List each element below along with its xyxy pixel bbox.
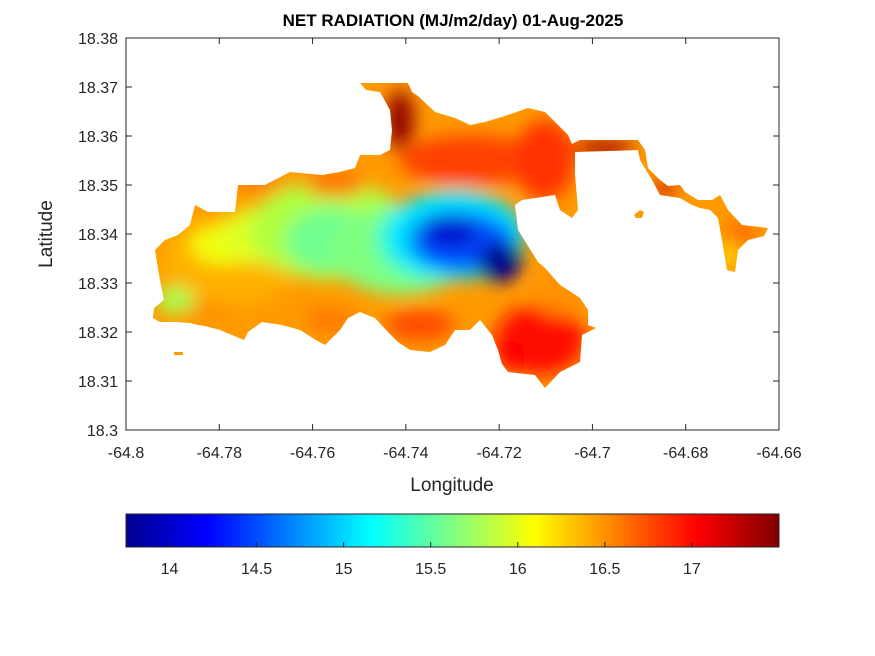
- y-tick-label: 18.35: [78, 178, 118, 195]
- x-tick-label: -64.8: [108, 445, 145, 462]
- x-tick-label: -64.66: [756, 445, 801, 462]
- x-axis-label: Longitude: [410, 475, 493, 496]
- colorbar-tick-label: 16: [509, 561, 527, 578]
- colorbar-ticks: 14 14.5 15 15.5 16 16.5 17: [161, 542, 701, 578]
- y-tick-label: 18.31: [78, 374, 118, 391]
- colorbar-tick-label: 16.5: [589, 561, 620, 578]
- y-ticks: 18.3 18.31 18.32 18.33 18.34 18.35 18.36 18.37 1…: [78, 31, 779, 440]
- x-tick-label: -64.72: [476, 445, 521, 462]
- colorbar-tick-label: 17: [683, 561, 701, 578]
- x-tick-label: -64.78: [197, 445, 242, 462]
- y-tick-label: 18.3: [87, 423, 118, 440]
- y-tick-label: 18.36: [78, 129, 118, 146]
- y-tick-label: 18.32: [78, 325, 118, 342]
- y-tick-label: 18.38: [78, 31, 118, 48]
- x-tick-label: -64.7: [574, 445, 611, 462]
- y-tick-label: 18.33: [78, 276, 118, 293]
- colorbar: [125, 513, 780, 548]
- y-tick-label: 18.37: [78, 80, 118, 97]
- x-tick-label: -64.76: [290, 445, 335, 462]
- y-axis-label: Latitude: [36, 200, 57, 268]
- x-tick-label: -64.74: [383, 445, 428, 462]
- colorbar-tick-label: 15.5: [415, 561, 446, 578]
- colorbar-tick-label: 14.5: [241, 561, 272, 578]
- colorbar-tick-label: 14: [161, 561, 179, 578]
- chart-title: NET RADIATION (MJ/m2/day) 01-Aug-2025: [283, 11, 624, 30]
- x-ticks: -64.8 -64.78 -64.76 -64.74 -64.72 -64.7 -64.68…: [108, 38, 802, 462]
- colorbar-tick-label: 15: [335, 561, 353, 578]
- x-tick-label: -64.68: [663, 445, 708, 462]
- y-tick-label: 18.34: [78, 227, 118, 244]
